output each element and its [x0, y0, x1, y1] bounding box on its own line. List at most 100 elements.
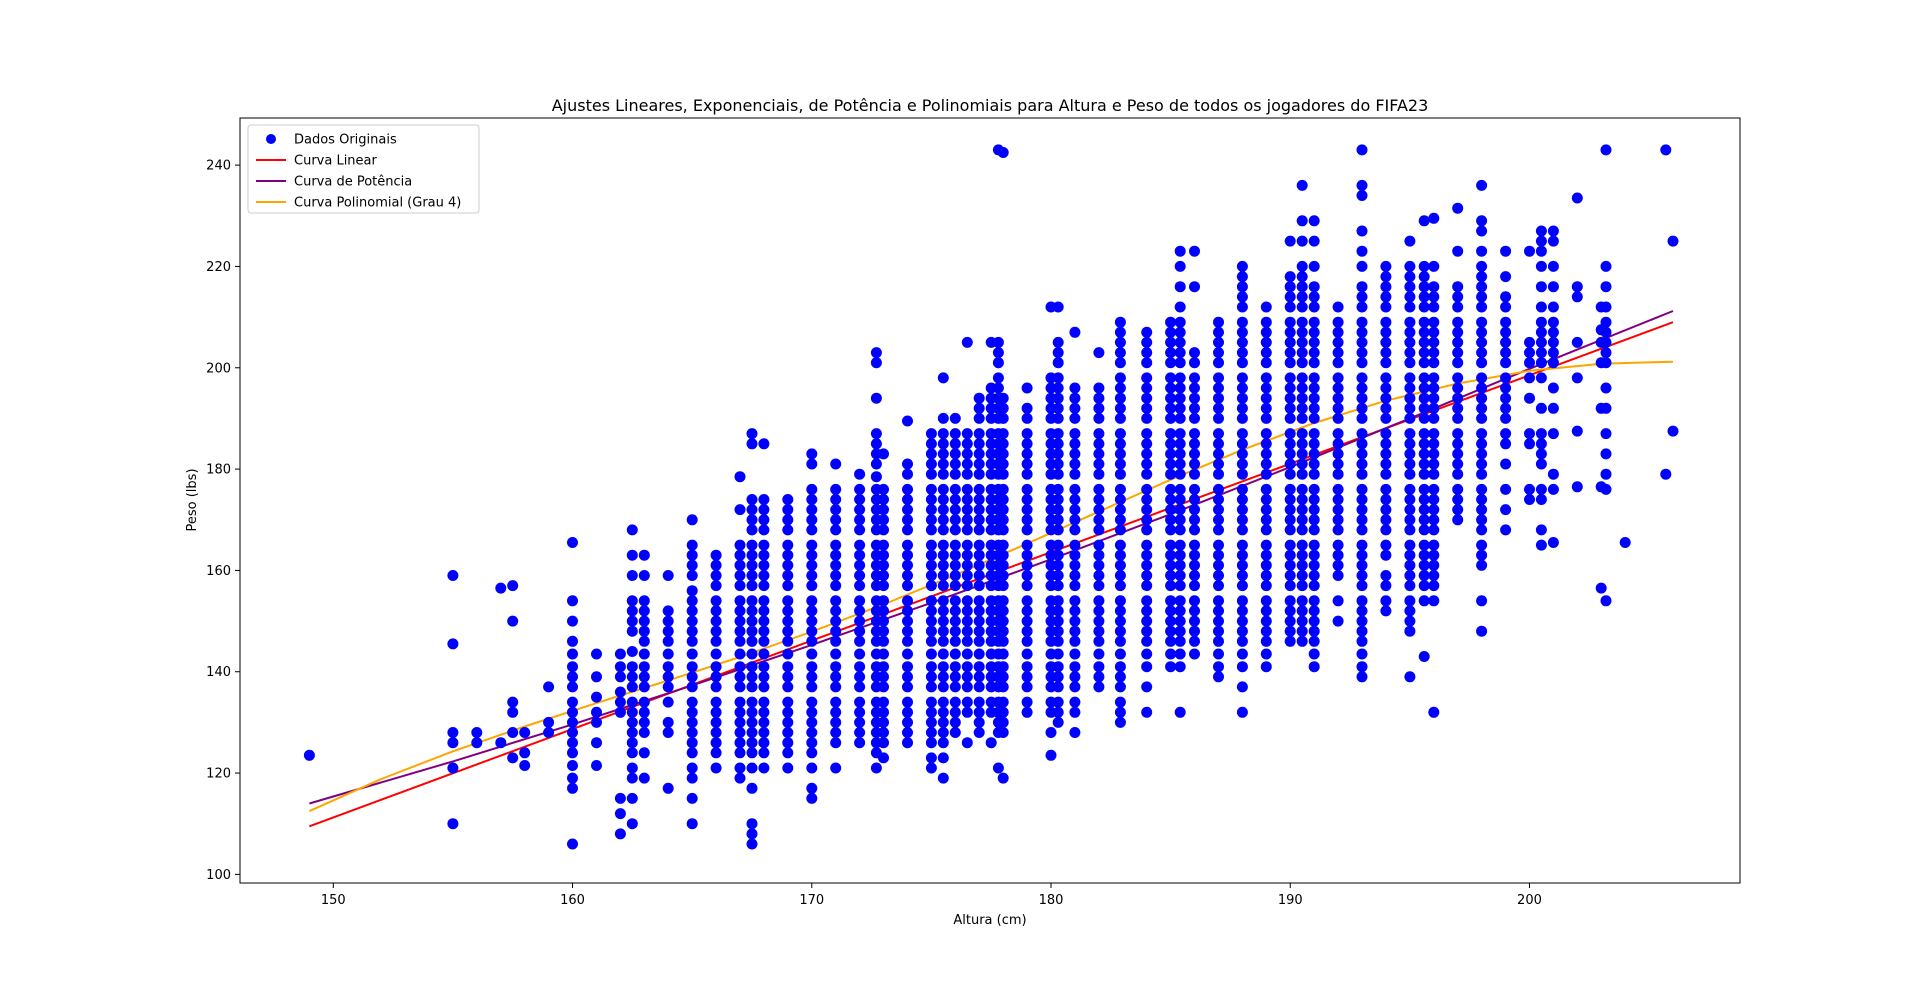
- data-point: [1356, 448, 1368, 460]
- data-point: [1021, 706, 1033, 718]
- data-point: [1284, 412, 1296, 424]
- data-point: [567, 696, 578, 708]
- data-point: [1418, 291, 1430, 303]
- data-point: [1174, 372, 1186, 384]
- data-point: [949, 514, 961, 526]
- data-point: [638, 681, 650, 693]
- data-point: [782, 737, 794, 749]
- data-point: [1428, 291, 1440, 303]
- data-point: [1141, 428, 1153, 440]
- data-point: [1093, 570, 1105, 581]
- data-point: [1165, 428, 1177, 440]
- data-point: [1500, 326, 1512, 338]
- data-point: [1296, 458, 1308, 470]
- data-point: [1213, 357, 1224, 369]
- data-point: [1571, 336, 1583, 348]
- data-point: [746, 828, 758, 840]
- data-point: [1535, 347, 1547, 359]
- data-point: [758, 549, 770, 561]
- data-point: [1114, 625, 1126, 637]
- data-point: [1213, 559, 1224, 571]
- data-point: [925, 448, 937, 460]
- data-point: [1380, 514, 1392, 526]
- data-point: [686, 595, 698, 607]
- data-point: [1165, 357, 1177, 369]
- data-point: [937, 458, 949, 470]
- data-point: [1404, 347, 1416, 359]
- data-point: [1284, 483, 1296, 495]
- data-point: [1524, 347, 1535, 359]
- data-point: [1535, 483, 1547, 495]
- data-point: [1356, 580, 1368, 592]
- data-point: [626, 681, 638, 693]
- data-point: [1052, 615, 1064, 627]
- data-point: [626, 661, 638, 673]
- data-point: [1213, 372, 1224, 384]
- data-point: [854, 671, 866, 683]
- data-point: [961, 605, 973, 617]
- data-point: [961, 570, 973, 581]
- data-point: [1213, 595, 1224, 607]
- data-point: [925, 737, 937, 749]
- data-point: [1260, 326, 1272, 338]
- data-point: [734, 635, 746, 647]
- data-point: [1500, 428, 1512, 440]
- data-point: [1428, 494, 1440, 505]
- data-point: [1600, 347, 1612, 359]
- data-point: [1332, 504, 1344, 516]
- data-point: [1418, 524, 1430, 536]
- data-point: [925, 615, 937, 627]
- data-point: [1236, 347, 1248, 359]
- data-point: [937, 716, 949, 728]
- data-point: [686, 772, 698, 784]
- data-point: [949, 580, 961, 592]
- data-point: [1296, 494, 1308, 505]
- data-point: [1189, 539, 1200, 551]
- data-point: [1332, 402, 1344, 414]
- data-point: [1260, 605, 1272, 617]
- data-point: [961, 706, 973, 718]
- data-point: [1476, 402, 1488, 414]
- data-point: [1296, 524, 1308, 536]
- data-point: [1452, 245, 1464, 257]
- data-point: [1174, 648, 1186, 660]
- data-point: [961, 494, 973, 505]
- data-point: [1476, 428, 1488, 440]
- data-point: [1189, 580, 1200, 592]
- data-point: [1093, 448, 1105, 460]
- data-point: [447, 570, 459, 581]
- data-point: [1476, 625, 1488, 637]
- data-point: [902, 595, 913, 607]
- data-point: [1428, 570, 1440, 581]
- data-point: [1114, 524, 1126, 536]
- data-point: [854, 539, 866, 551]
- data-point: [710, 580, 722, 592]
- data-point: [925, 428, 937, 440]
- data-point: [1296, 260, 1308, 272]
- data-point: [949, 661, 961, 673]
- data-point: [973, 412, 985, 424]
- data-point: [1428, 301, 1440, 313]
- data-point: [949, 412, 961, 424]
- data-point: [1476, 225, 1488, 237]
- data-point: [1174, 392, 1186, 404]
- data-point: [997, 671, 1009, 683]
- data-point: [1452, 347, 1464, 359]
- data-point: [973, 494, 985, 505]
- data-point: [1571, 281, 1583, 293]
- data-point: [686, 549, 698, 561]
- data-point: [1213, 615, 1224, 627]
- data-point: [1284, 625, 1296, 637]
- data-point: [1535, 336, 1547, 348]
- data-point: [949, 671, 961, 683]
- data-point: [1093, 559, 1105, 571]
- data-point: [686, 625, 698, 637]
- data-point: [1174, 539, 1186, 551]
- data-point: [1093, 635, 1105, 647]
- data-point: [1069, 595, 1081, 607]
- data-point: [1093, 468, 1105, 480]
- data-point: [614, 648, 626, 660]
- data-point: [1174, 458, 1186, 470]
- data-point: [1141, 615, 1153, 627]
